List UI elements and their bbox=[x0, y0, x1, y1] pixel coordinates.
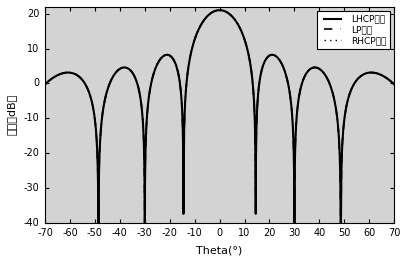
LP阵列 bbox=[103, 95, 108, 98]
RHCP阵列 bbox=[43, 83, 48, 86]
Legend: LHCP阵列, LP阵列, RHCP阵列: LHCP阵列, LP阵列, RHCP阵列 bbox=[317, 11, 389, 49]
LHCP阵列 bbox=[43, 83, 48, 86]
LP阵列 bbox=[385, 77, 390, 80]
LP阵列 bbox=[348, 91, 352, 95]
LP阵列 bbox=[43, 83, 48, 86]
LP阵列 bbox=[217, 9, 222, 12]
RHCP阵列 bbox=[103, 95, 108, 98]
RHCP阵列 bbox=[348, 91, 352, 95]
LHCP阵列 bbox=[103, 95, 108, 98]
RHCP阵列 bbox=[385, 77, 390, 80]
LHCP阵列 bbox=[82, 82, 87, 85]
RHCP阵列 bbox=[392, 83, 396, 86]
LHCP阵列 bbox=[385, 77, 390, 80]
LHCP阵列 bbox=[392, 83, 396, 86]
LHCP阵列 bbox=[192, 39, 197, 42]
RHCP阵列 bbox=[192, 39, 197, 42]
RHCP阵列 bbox=[217, 9, 222, 12]
LHCP阵列 bbox=[177, 76, 182, 79]
RHCP阵列 bbox=[177, 76, 182, 79]
Line: LHCP阵列: LHCP阵列 bbox=[45, 10, 394, 262]
X-axis label: Theta(°): Theta(°) bbox=[197, 245, 243, 255]
LP阵列 bbox=[177, 76, 182, 79]
Line: RHCP阵列: RHCP阵列 bbox=[45, 10, 394, 262]
Y-axis label: 增益（dB）: 增益（dB） bbox=[7, 94, 17, 135]
LP阵列 bbox=[82, 82, 87, 85]
Line: LP阵列: LP阵列 bbox=[45, 10, 394, 262]
LHCP阵列 bbox=[217, 9, 222, 12]
RHCP阵列 bbox=[82, 82, 87, 85]
LP阵列 bbox=[192, 39, 197, 42]
LP阵列 bbox=[392, 83, 396, 86]
LHCP阵列 bbox=[348, 91, 352, 95]
